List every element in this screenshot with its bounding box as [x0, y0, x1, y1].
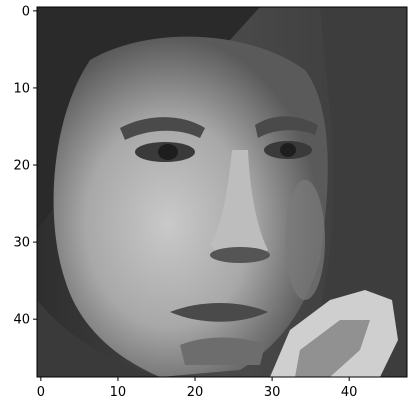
y-tick-label: 40 — [13, 313, 30, 328]
x-tick-label: 40 — [341, 385, 358, 400]
nostrils — [210, 247, 270, 263]
bottom-left-shadow — [37, 300, 160, 377]
y-tick-label: 10 — [13, 81, 30, 96]
y-axis: 0 10 20 30 40 — [13, 4, 37, 328]
y-tick-label: 30 — [13, 236, 30, 251]
y-tick-label: 0 — [22, 4, 30, 19]
x-tick-label: 20 — [187, 385, 204, 400]
x-axis: 0 10 20 30 40 — [37, 377, 358, 400]
plot-area — [36, 6, 408, 378]
nose — [210, 150, 268, 258]
left-eyebrow — [120, 117, 205, 140]
plot-frame — [36, 6, 408, 378]
hand-shadow — [295, 320, 370, 377]
cheek-shadow — [285, 180, 325, 300]
x-tick-label: 0 — [37, 385, 45, 400]
mouth — [170, 303, 268, 322]
x-tick-label: 10 — [110, 385, 127, 400]
left-eye-iris — [158, 144, 178, 160]
chin-shadow — [180, 337, 265, 365]
right-background — [300, 7, 407, 377]
right-eye-iris — [280, 143, 296, 157]
face-region — [53, 36, 328, 377]
y-tick-label: 20 — [13, 159, 30, 174]
right-eyebrow — [255, 116, 318, 138]
x-tick-label: 30 — [264, 385, 281, 400]
